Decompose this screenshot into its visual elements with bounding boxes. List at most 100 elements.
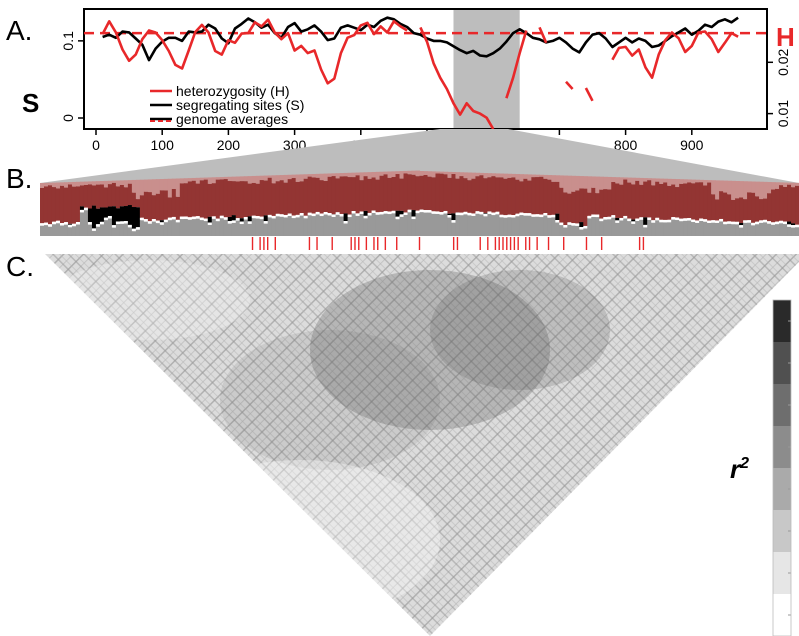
grey-band-cell bbox=[227, 223, 233, 236]
grey-band-cell bbox=[139, 220, 145, 236]
grey-band-cell bbox=[399, 216, 405, 236]
white-gap-cell bbox=[591, 214, 596, 217]
white-gap-cell bbox=[171, 216, 177, 220]
red-band-cell bbox=[351, 177, 357, 211]
grey-band-cell bbox=[763, 222, 768, 236]
pink-band-cell bbox=[131, 179, 137, 193]
pink-band-cell bbox=[655, 178, 660, 182]
pink-band-cell bbox=[59, 182, 65, 186]
pink-band-cell bbox=[383, 171, 389, 175]
grey-band-cell bbox=[175, 222, 181, 236]
red-band-cell bbox=[511, 177, 516, 216]
grey-band-cell bbox=[163, 222, 169, 236]
pink-band-cell bbox=[675, 179, 680, 188]
grey-band-cell bbox=[663, 222, 668, 236]
red-band-cell bbox=[279, 180, 285, 215]
pink-band-cell bbox=[755, 181, 760, 197]
grey-band-cell bbox=[103, 220, 109, 236]
black-band-cell bbox=[451, 213, 457, 221]
x-tick-label: 900 bbox=[680, 137, 704, 153]
white-gap-cell bbox=[407, 209, 413, 213]
white-gap-cell bbox=[391, 210, 397, 214]
white-gap-cell bbox=[775, 221, 780, 225]
red-band-cell bbox=[499, 177, 504, 215]
grey-band-cell bbox=[335, 214, 341, 236]
white-gap-cell bbox=[655, 217, 660, 221]
white-gap-cell bbox=[75, 222, 81, 225]
white-gap-cell bbox=[703, 219, 708, 222]
red-band-cell bbox=[151, 195, 157, 220]
black-band-cell bbox=[247, 216, 253, 222]
red-band-cell bbox=[43, 186, 49, 223]
black-band-cell bbox=[615, 217, 620, 221]
pink-band-cell bbox=[487, 173, 493, 178]
black-band-cell bbox=[207, 216, 213, 223]
red-band-cell bbox=[483, 178, 489, 214]
white-gap-cell bbox=[695, 220, 700, 223]
white-gap-cell bbox=[371, 210, 377, 214]
red-band-cell bbox=[383, 174, 389, 212]
grey-band-cell bbox=[247, 223, 253, 236]
white-gap-cell bbox=[679, 218, 684, 222]
pink-band-cell bbox=[275, 175, 281, 182]
white-gap-cell bbox=[443, 210, 449, 214]
pink-band-cell bbox=[575, 175, 580, 191]
pink-band-cell bbox=[427, 171, 433, 177]
white-gap-cell bbox=[491, 212, 496, 216]
white-gap-cell bbox=[255, 216, 261, 219]
white-gap-cell bbox=[219, 215, 225, 219]
red-band-cell bbox=[783, 186, 788, 222]
pink-band-cell bbox=[375, 171, 381, 180]
pink-band-cell bbox=[235, 176, 241, 182]
white-gap-cell bbox=[191, 216, 197, 220]
white-gap-cell bbox=[479, 211, 485, 215]
grey-band-cell bbox=[99, 224, 105, 236]
red-band-cell bbox=[583, 188, 588, 226]
red-band-cell bbox=[555, 181, 560, 214]
grey-band-cell bbox=[619, 220, 624, 236]
red-band-cell bbox=[59, 185, 65, 224]
series-line-segment bbox=[584, 87, 594, 102]
red-band-cell bbox=[379, 175, 385, 212]
white-gap-cell bbox=[239, 221, 245, 225]
white-gap-cell bbox=[543, 213, 548, 216]
grey-band-cell bbox=[611, 217, 616, 236]
grey-band-cell bbox=[427, 212, 433, 236]
red-band-cell bbox=[655, 181, 660, 218]
red-band-cell bbox=[515, 179, 520, 214]
series-line-segment bbox=[538, 26, 548, 44]
key-swatch bbox=[773, 552, 791, 595]
black-band-cell bbox=[91, 205, 97, 229]
black-band-cell bbox=[231, 215, 237, 221]
grey-band-cell bbox=[643, 227, 648, 236]
x-tick-label: 200 bbox=[217, 137, 241, 153]
pink-band-cell bbox=[71, 181, 77, 187]
white-gap-cell bbox=[683, 218, 688, 221]
red-band-cell bbox=[475, 176, 481, 212]
white-gap-cell bbox=[779, 220, 784, 224]
grey-band-cell bbox=[271, 218, 277, 236]
grey-band-cell bbox=[327, 215, 333, 236]
pink-band-cell bbox=[407, 170, 413, 175]
red-band-cell bbox=[103, 187, 109, 208]
pink-band-cell bbox=[523, 174, 528, 179]
grey-band-cell bbox=[459, 215, 465, 236]
pink-band-cell bbox=[191, 177, 197, 181]
white-gap-cell bbox=[199, 217, 205, 221]
red-band-cell bbox=[667, 185, 672, 220]
grey-band-cell bbox=[259, 219, 265, 236]
grey-band-cell bbox=[499, 217, 504, 236]
pink-band-cell bbox=[263, 175, 269, 181]
grey-band-cell bbox=[323, 214, 329, 236]
pink-band-cell bbox=[371, 171, 377, 178]
red-band-cell bbox=[411, 174, 417, 211]
white-gap-cell bbox=[475, 211, 481, 214]
grey-band-cell bbox=[795, 227, 799, 236]
grey-band-cell bbox=[591, 216, 596, 236]
pink-band-cell bbox=[415, 170, 421, 177]
grey-band-cell bbox=[371, 213, 377, 236]
white-gap-cell bbox=[747, 220, 752, 223]
red-band-cell bbox=[147, 192, 153, 222]
grey-band-cell bbox=[551, 217, 556, 236]
